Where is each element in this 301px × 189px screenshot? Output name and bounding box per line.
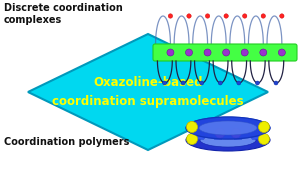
Ellipse shape: [186, 117, 270, 139]
Polygon shape: [28, 34, 268, 150]
Circle shape: [241, 49, 248, 56]
Ellipse shape: [200, 121, 256, 135]
Circle shape: [261, 14, 265, 18]
Circle shape: [187, 122, 197, 132]
Circle shape: [278, 49, 285, 56]
Circle shape: [259, 133, 269, 145]
Circle shape: [187, 133, 197, 145]
Circle shape: [274, 81, 278, 85]
Circle shape: [223, 49, 230, 56]
Circle shape: [167, 49, 174, 56]
FancyBboxPatch shape: [196, 126, 204, 139]
Circle shape: [215, 128, 225, 138]
Circle shape: [243, 14, 247, 18]
Circle shape: [205, 14, 210, 18]
Circle shape: [260, 49, 267, 56]
Text: Coordination polymers: Coordination polymers: [4, 137, 129, 147]
Circle shape: [280, 14, 284, 18]
Circle shape: [224, 14, 228, 18]
FancyBboxPatch shape: [153, 44, 297, 61]
Circle shape: [187, 122, 197, 132]
Circle shape: [200, 81, 204, 85]
Circle shape: [231, 128, 241, 138]
Text: Discrete coordination
complexes: Discrete coordination complexes: [4, 3, 123, 25]
Ellipse shape: [199, 121, 257, 135]
Ellipse shape: [186, 129, 270, 151]
Circle shape: [237, 81, 241, 85]
FancyBboxPatch shape: [252, 126, 260, 139]
Ellipse shape: [200, 133, 256, 147]
Ellipse shape: [186, 117, 270, 139]
Circle shape: [218, 81, 222, 85]
Circle shape: [256, 81, 259, 85]
Circle shape: [204, 49, 211, 56]
FancyBboxPatch shape: [213, 126, 222, 139]
FancyBboxPatch shape: [234, 126, 243, 139]
Circle shape: [163, 81, 166, 85]
Circle shape: [181, 81, 185, 85]
Circle shape: [259, 122, 269, 132]
Circle shape: [168, 14, 173, 18]
Text: Oxazoline-based: Oxazoline-based: [93, 77, 203, 90]
Text: coordination supramolecules: coordination supramolecules: [52, 94, 244, 108]
Circle shape: [259, 122, 269, 132]
Circle shape: [185, 49, 193, 56]
Circle shape: [187, 14, 191, 18]
